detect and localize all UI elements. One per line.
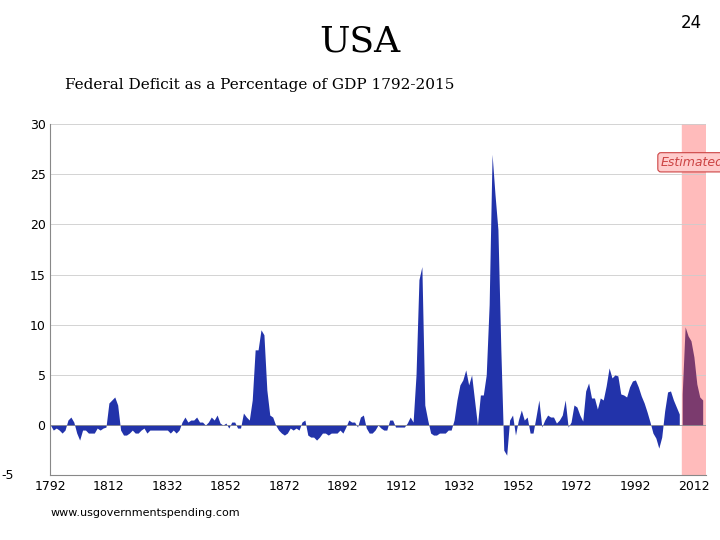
- Text: Estimated: Estimated: [661, 156, 720, 169]
- Text: Federal Deficit as a Percentage of GDP 1792-2015: Federal Deficit as a Percentage of GDP 1…: [65, 78, 454, 92]
- Text: www.usgovernmentspending.com: www.usgovernmentspending.com: [50, 508, 240, 518]
- Text: -5: -5: [2, 469, 14, 482]
- Text: USA: USA: [320, 24, 400, 58]
- Text: 24: 24: [681, 14, 702, 31]
- Bar: [682, 124, 711, 475]
